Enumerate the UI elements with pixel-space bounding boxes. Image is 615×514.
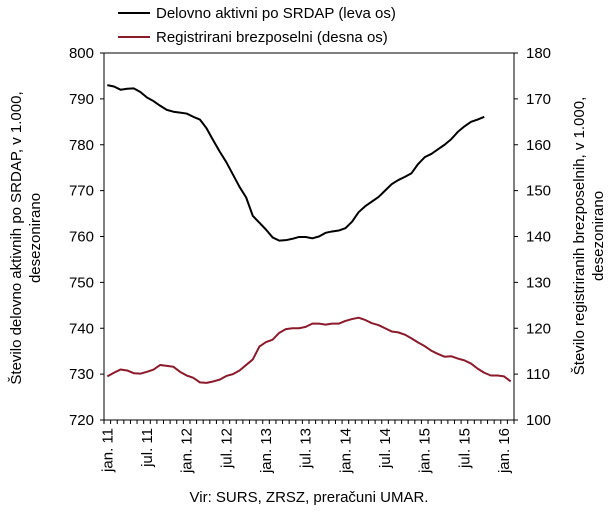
- x-tick-label: jan. 15: [417, 428, 434, 474]
- right-tick-label: 150: [526, 183, 551, 200]
- left-tick-label: 750: [69, 274, 94, 291]
- series-line-employed: [107, 84, 485, 242]
- right-axis-ticks: 100 110 120 130 140 150 160 170 180: [514, 45, 551, 429]
- x-tick-label: jan. 12: [179, 428, 196, 474]
- right-tick-label: 160: [526, 137, 551, 154]
- source-note: Vir: SURS, ZRSZ, preračuni UMAR.: [190, 489, 429, 506]
- x-tick-label: jul. 11: [139, 428, 156, 468]
- legend-label-employed: Delovno aktivni po SRDAP (leva os): [156, 5, 396, 22]
- right-axis-title: Število registriranih brezposelnih, v 1.…: [571, 97, 607, 375]
- x-tick-label: jul. 14: [377, 428, 394, 469]
- right-axis-title-line2: desezonirano: [590, 191, 607, 281]
- left-tick-label: 790: [69, 91, 94, 108]
- right-tick-label: 140: [526, 229, 551, 246]
- right-tick-label: 120: [526, 320, 551, 337]
- x-tick-label: jan. 13: [258, 428, 275, 474]
- left-tick-label: 720: [69, 412, 94, 429]
- left-axis-title-line2: desezonirano: [27, 193, 44, 283]
- left-axis-title-line1: Število delovno aktivnih po SRDAP, v 1.0…: [8, 91, 25, 384]
- x-tick-label: jan. 14: [337, 428, 354, 474]
- left-axis-ticks: 720 730 740 750 760 770 780 790 800: [69, 45, 104, 429]
- x-tick-label: jul. 15: [456, 428, 473, 469]
- x-tick-label: jan. 16: [496, 428, 513, 474]
- left-tick-label: 730: [69, 366, 94, 383]
- right-tick-label: 130: [526, 274, 551, 291]
- x-axis-ticks: jan. 11 jul. 11 jan. 12 jul. 12 jan. 13 jul. …: [99, 420, 515, 474]
- right-tick-label: 110: [526, 366, 550, 383]
- left-tick-label: 760: [69, 229, 94, 246]
- left-tick-label: 740: [69, 320, 94, 337]
- left-tick-label: 770: [69, 183, 94, 200]
- right-axis-title-line1: Število registriranih brezposelnih, v 1.…: [571, 97, 588, 375]
- left-tick-label: 800: [69, 45, 94, 62]
- right-tick-label: 170: [526, 91, 551, 108]
- left-tick-label: 780: [69, 137, 94, 154]
- legend: Delovno aktivni po SRDAP (leva os) Regis…: [118, 5, 396, 46]
- left-axis-title: Število delovno aktivnih po SRDAP, v 1.0…: [8, 91, 44, 384]
- series-line-unemployed: [106, 316, 512, 384]
- x-tick-label: jul. 13: [298, 428, 315, 469]
- x-tick-label: jul. 12: [218, 428, 235, 469]
- legend-label-unemployed: Registrirani brezposelni (desna os): [156, 29, 388, 46]
- x-tick-label: jan. 11: [99, 428, 116, 473]
- series-layer: [106, 84, 512, 384]
- right-tick-label: 100: [526, 412, 551, 429]
- right-tick-label: 180: [526, 45, 551, 62]
